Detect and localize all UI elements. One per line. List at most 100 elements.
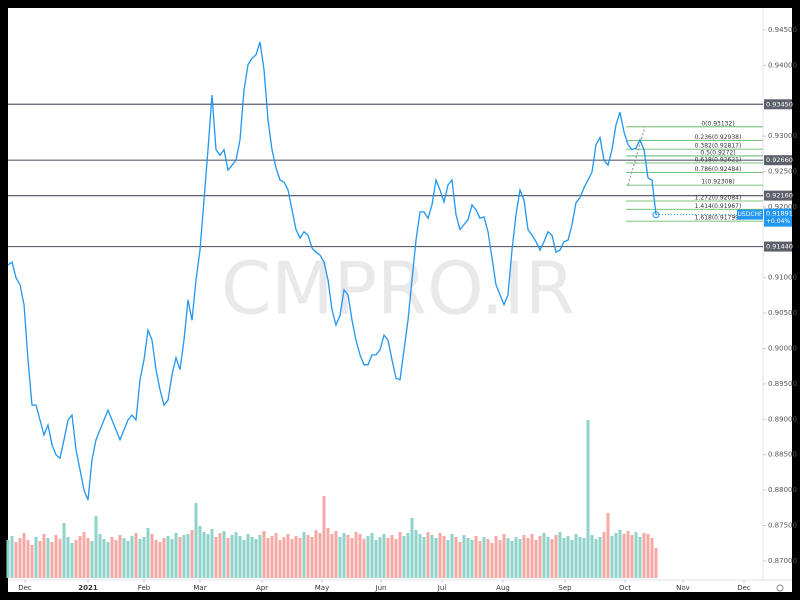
volume-bar (506, 538, 510, 578)
volume-bar (70, 543, 74, 578)
x-tick-label: Apr (256, 584, 268, 592)
volume-bar (66, 537, 70, 578)
volume-bar (374, 540, 378, 578)
x-tick-label: 2021 (78, 584, 98, 592)
chart-background (8, 8, 792, 592)
level-label: 0.92160 (766, 192, 793, 200)
volume-bar (186, 534, 190, 578)
volume-bar (386, 538, 390, 578)
volume-bar (618, 530, 622, 578)
volume-bar (102, 539, 106, 578)
volume-bar (134, 533, 138, 578)
volume-bar (642, 533, 646, 578)
fib-label: 1.414(0.91967) (695, 203, 742, 210)
volume-bar (74, 540, 78, 578)
volume-bar (278, 540, 282, 578)
volume-bar (438, 533, 442, 578)
fib-label: 0.5(0.9272) (700, 149, 735, 156)
volume-bar (514, 537, 518, 578)
volume-bar (414, 530, 418, 578)
volume-bar (530, 534, 534, 578)
volume-bar (650, 538, 654, 578)
volume-bar (550, 539, 554, 578)
volume-bar (218, 533, 222, 578)
volume-bar (286, 534, 290, 578)
volume-bar (142, 537, 146, 578)
volume-bar (602, 532, 606, 578)
volume-bar (622, 534, 626, 578)
volume-bar (158, 542, 162, 578)
y-tick-label: 0.87000 (768, 557, 797, 565)
volume-bar (446, 540, 450, 578)
volume-bar (466, 538, 470, 578)
volume-bar (382, 534, 386, 578)
y-tick-label: 0.88500 (768, 451, 797, 459)
fib-label: 0.236(0.92938) (695, 134, 742, 141)
volume-bar (110, 537, 114, 578)
volume-bar (166, 536, 170, 578)
volume-bar (582, 538, 586, 578)
volume-bar (546, 537, 550, 578)
x-tick-label: Jul (437, 584, 447, 592)
volume-bar (274, 533, 278, 578)
volume-bar (94, 516, 98, 578)
change-label: +0.04% (766, 218, 790, 225)
volume-bar (610, 536, 614, 578)
level-label: 0.91440 (766, 243, 793, 251)
volume-bar (518, 539, 522, 578)
y-tick-label: 0.91000 (768, 274, 797, 282)
volume-bar (458, 542, 462, 578)
fib-label: 0.618(0.92621) (695, 156, 742, 163)
volume-bar (162, 538, 166, 578)
volume-bar (194, 503, 198, 578)
volume-bar (34, 537, 38, 578)
volume-bar (190, 530, 194, 578)
volume-bar (326, 528, 330, 578)
volume-bar (294, 536, 298, 578)
volume-bar (22, 533, 26, 578)
y-tick-label: 0.89000 (768, 415, 797, 423)
x-tick-label: Dec (737, 584, 751, 592)
volume-bar (378, 537, 382, 578)
symbol-label: USDCHF (738, 211, 764, 218)
volume-bar (38, 541, 42, 578)
y-tick-label: 0.92000 (768, 203, 797, 211)
volume-bar (222, 531, 226, 578)
volume-bar (626, 531, 630, 578)
volume-bar (62, 523, 66, 578)
volume-bar (406, 533, 410, 578)
volume-bar (554, 535, 558, 578)
x-tick-label: Jun (375, 584, 387, 592)
volume-bar (578, 537, 582, 578)
volume-bar (138, 539, 142, 578)
volume-bar (502, 534, 506, 578)
fib-label: 0(0.93132) (701, 120, 734, 127)
y-tick-label: 0.90000 (768, 345, 797, 353)
fib-label: 1(0.92308) (701, 179, 734, 186)
volume-bar (198, 526, 202, 578)
level-tag (764, 241, 792, 252)
volume-bar (150, 534, 154, 578)
volume-bar (302, 532, 306, 578)
y-tick-label: 0.87500 (768, 521, 797, 529)
volume-bar (6, 540, 10, 578)
volume-bar (250, 537, 254, 578)
volume-bar (498, 540, 502, 578)
level-label: 0.92660 (766, 156, 793, 164)
volume-bar (354, 532, 358, 578)
volume-bar (402, 536, 406, 578)
volume-bar (558, 532, 562, 578)
volume-bar (82, 532, 86, 578)
volume-bar (522, 535, 526, 578)
volume-bar (638, 537, 642, 578)
y-tick-label: 0.88000 (768, 486, 797, 494)
volume-bar (570, 540, 574, 578)
volume-bar (46, 538, 50, 578)
volume-bar (358, 534, 362, 578)
volume-bar (106, 542, 110, 578)
volume-bar (290, 539, 294, 578)
volume-bar (314, 530, 318, 578)
volume-bar (474, 536, 478, 578)
settings-icon[interactable] (776, 584, 784, 592)
volume-bar (98, 534, 102, 578)
